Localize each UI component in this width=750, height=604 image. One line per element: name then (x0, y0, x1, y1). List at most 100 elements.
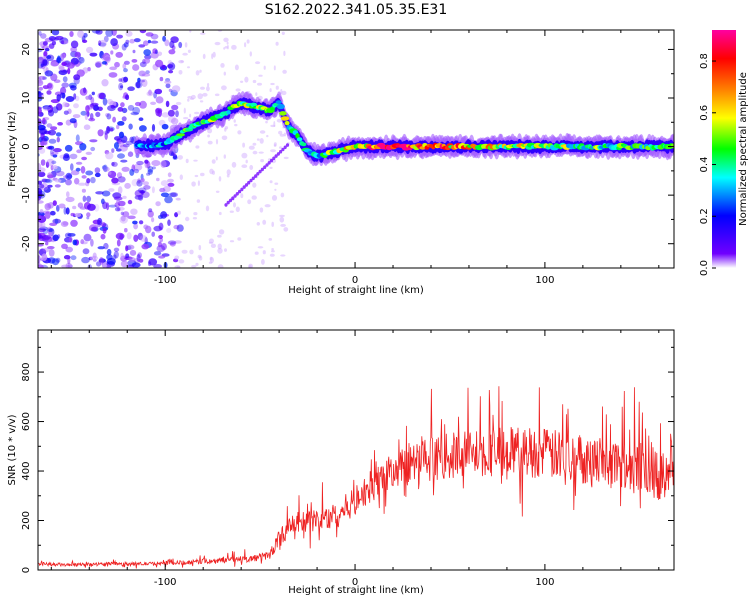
noise-cell (43, 186, 51, 193)
noise-cell (101, 79, 109, 87)
noise-cell (218, 176, 222, 182)
ridge-branch (247, 180, 251, 185)
noise-cell (252, 150, 258, 155)
noise-cell (81, 175, 87, 179)
noise-cell (83, 233, 92, 242)
noise-cell (58, 203, 66, 209)
noise-cell (148, 208, 153, 213)
noise-cell (143, 57, 151, 64)
noise-cell (195, 145, 200, 149)
noise-cell (189, 249, 194, 255)
noise-cell (41, 58, 50, 67)
noise-cell (80, 110, 87, 116)
noise-cell (120, 159, 128, 163)
noise-cell (226, 45, 229, 50)
noise-cell (143, 49, 152, 56)
noise-cell (181, 249, 188, 254)
noise-cell (130, 112, 139, 116)
noise-cell (123, 76, 129, 83)
noise-cell (147, 166, 154, 173)
noise-cell (134, 81, 143, 89)
noise-cell (160, 180, 169, 187)
noise-cell (95, 30, 103, 35)
ridge-branch (226, 200, 230, 205)
noise-cell (38, 118, 42, 125)
noise-cell (178, 60, 185, 64)
noise-cell (280, 192, 285, 198)
noise-cell (38, 124, 46, 131)
noise-cell (266, 134, 269, 138)
noise-cell (174, 212, 179, 218)
noise-cell (240, 80, 244, 84)
noise-cell (141, 73, 151, 77)
spectrogram-y-label: Frequency (Hz) (7, 111, 18, 187)
noise-cell (78, 56, 85, 64)
noise-cell (46, 90, 52, 95)
noise-cell (111, 148, 115, 153)
noise-cell (279, 216, 285, 223)
noise-cell (269, 88, 272, 93)
noise-cell (237, 237, 242, 241)
noise-cell (283, 132, 287, 137)
noise-cell (172, 147, 178, 153)
noise-cell (259, 207, 264, 213)
noise-cell (175, 101, 182, 106)
noise-cell (63, 255, 71, 260)
noise-cell (89, 52, 98, 57)
noise-cell (120, 252, 124, 259)
noise-cell (61, 264, 71, 268)
noise-cell (167, 219, 171, 226)
noise-cell (72, 239, 78, 246)
colorbar-ticks: 0.0 0.2 0.4 0.6 0.8 (699, 53, 716, 276)
noise-cell (167, 182, 175, 187)
noise-cell (174, 255, 180, 260)
noise-cell (283, 50, 286, 57)
noise-cell (52, 218, 61, 224)
noise-cell (106, 113, 112, 120)
noise-cell (214, 93, 220, 97)
noise-cell (168, 49, 176, 55)
noise-cell (167, 109, 175, 117)
noise-cell (231, 44, 237, 50)
noise-cell (136, 180, 143, 187)
noise-cell (44, 203, 52, 211)
noise-cell (38, 196, 41, 201)
y-tick-label: 200 (21, 511, 32, 530)
noise-cell (42, 247, 51, 253)
noise-cell (164, 39, 170, 47)
noise-cell (231, 161, 237, 168)
noise-cell (117, 107, 124, 112)
noise-cell (151, 186, 155, 194)
x-tick-label: 100 (535, 577, 554, 588)
noise-cell (110, 104, 116, 109)
noise-cell (81, 188, 86, 193)
noise-cell (171, 117, 179, 125)
noise-cell (65, 196, 75, 203)
noise-cell (40, 159, 46, 166)
noise-cell (125, 94, 130, 101)
noise-cell (146, 172, 151, 176)
noise-cell (167, 178, 174, 183)
noise-cell (131, 59, 138, 63)
noise-cell (81, 156, 87, 161)
noise-cell (165, 100, 170, 108)
noise-cell (47, 246, 55, 250)
noise-cell (47, 129, 57, 136)
noise-cell (129, 38, 135, 44)
noise-cell (52, 106, 59, 114)
noise-cell (148, 89, 152, 96)
noise-cell (116, 172, 123, 179)
noise-cell (150, 101, 157, 106)
noise-cell (155, 107, 163, 114)
noise-cell (107, 171, 112, 175)
noise-cell (95, 62, 102, 68)
y-tick-label: 10 (21, 92, 32, 105)
ridge-branch (263, 165, 267, 169)
noise-cell (42, 117, 46, 125)
noise-cell (280, 223, 286, 227)
noise-cell (223, 71, 226, 76)
noise-cell (38, 146, 43, 150)
noise-cell (38, 79, 44, 87)
noise-cell (101, 222, 107, 228)
noise-cell (61, 40, 65, 45)
